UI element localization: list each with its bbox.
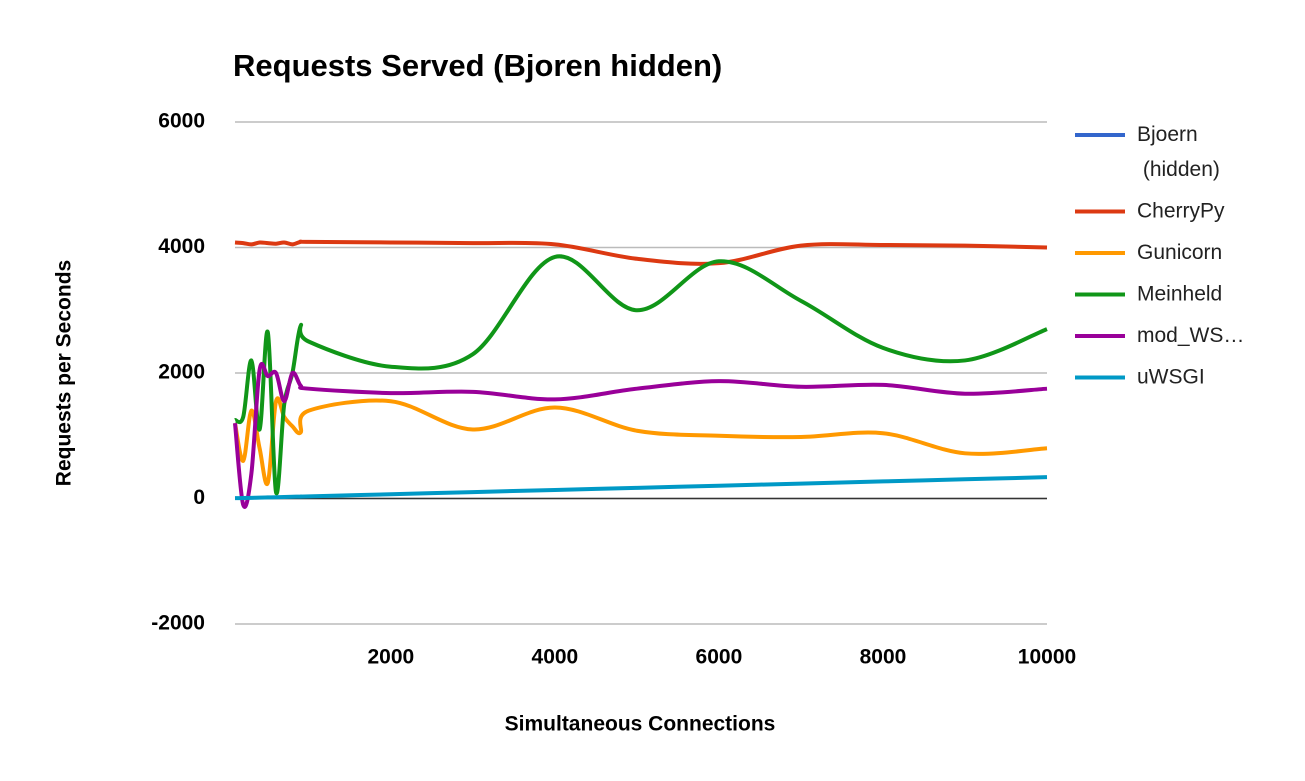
- series-line: [234, 475, 1048, 501]
- series-line: [234, 254, 1048, 496]
- y-tick-label: 6000: [158, 110, 205, 133]
- legend-label-line: Bjoern: [1137, 123, 1198, 146]
- series-line: [233, 396, 1048, 487]
- legend-label-line: uWSGI: [1137, 365, 1205, 388]
- legend-label-line: Gunicorn: [1137, 241, 1222, 264]
- legend-label: Meinheld: [1137, 282, 1222, 305]
- y-tick-label: 2000: [158, 361, 205, 384]
- y-tick-label: -2000: [151, 612, 205, 635]
- series-line: [233, 361, 1048, 509]
- series-line: [234, 239, 1048, 266]
- legend-label: Gunicorn: [1137, 241, 1222, 264]
- x-axis-label: Simultaneous Connections: [505, 713, 776, 736]
- legend-label: Bjoern (hidden): [1137, 123, 1220, 181]
- legend-label: uWSGI: [1137, 365, 1205, 388]
- y-tick-label: 4000: [158, 235, 205, 258]
- legend-label: CherryPy: [1137, 199, 1225, 222]
- x-tick-label: 2000: [367, 646, 414, 669]
- y-tick-label: 0: [193, 486, 205, 509]
- legend-label-line: mod_WS…: [1137, 324, 1244, 347]
- legend-label-line: (hidden): [1137, 158, 1220, 181]
- x-tick-label: 10000: [1018, 646, 1076, 669]
- legend-label: mod_WS…: [1137, 324, 1244, 347]
- chart-title: Requests Served (Bjoren hidden): [233, 48, 722, 83]
- x-tick-label: 8000: [860, 646, 907, 669]
- x-tick-label: 6000: [696, 646, 743, 669]
- y-axis-label: Requests per Seconds: [53, 260, 76, 486]
- legend-label-line: Meinheld: [1137, 282, 1222, 305]
- legend-label-line: CherryPy: [1137, 199, 1225, 222]
- x-tick-label: 4000: [532, 646, 579, 669]
